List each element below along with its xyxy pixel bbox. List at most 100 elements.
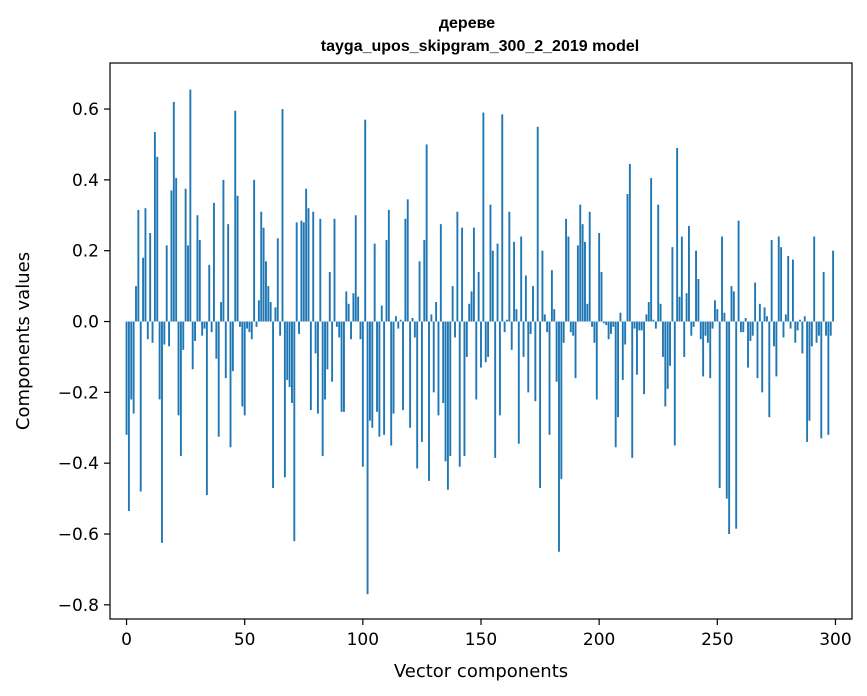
bar xyxy=(416,321,419,469)
bar xyxy=(298,321,300,334)
bar xyxy=(210,321,213,333)
bar xyxy=(371,321,374,428)
x-tick-label: 300 xyxy=(819,630,851,650)
bar xyxy=(529,321,532,334)
bar xyxy=(326,321,329,370)
bar xyxy=(309,321,312,411)
y-tick-label: 0.4 xyxy=(72,171,99,191)
bar xyxy=(683,321,686,357)
bar xyxy=(477,271,480,322)
bar xyxy=(295,222,298,322)
bar xyxy=(763,307,766,322)
bar xyxy=(463,321,466,457)
bar xyxy=(229,321,232,448)
bar xyxy=(645,314,648,322)
bar xyxy=(423,240,426,322)
bar xyxy=(593,321,596,343)
bar xyxy=(612,321,615,327)
bar xyxy=(555,321,558,382)
bar xyxy=(780,247,783,322)
bar xyxy=(265,261,267,322)
bar xyxy=(569,321,572,333)
bar xyxy=(182,321,185,350)
bar xyxy=(560,321,563,480)
bar xyxy=(803,316,806,322)
bar xyxy=(659,303,662,322)
bar xyxy=(728,321,731,534)
bar xyxy=(638,321,641,331)
bar-series xyxy=(125,89,835,595)
bar xyxy=(546,321,549,333)
bar xyxy=(676,147,679,322)
bar xyxy=(624,321,627,345)
bar xyxy=(584,241,586,322)
bar xyxy=(506,319,508,322)
bar xyxy=(390,321,393,446)
bar xyxy=(574,321,577,379)
bar xyxy=(501,114,504,322)
bar xyxy=(633,321,636,329)
bar xyxy=(541,250,544,322)
bar xyxy=(539,321,542,488)
bar xyxy=(184,188,187,322)
bar xyxy=(678,296,681,322)
bar xyxy=(428,321,430,481)
x-tick-label: 100 xyxy=(347,630,379,650)
y-tick-label: −0.2 xyxy=(58,383,99,403)
bar xyxy=(179,321,182,457)
bar xyxy=(236,195,239,322)
bar xyxy=(631,321,634,458)
bar xyxy=(744,317,747,322)
bar xyxy=(716,309,719,322)
bar xyxy=(768,321,771,418)
bar xyxy=(482,112,485,322)
bar xyxy=(756,321,759,379)
bar xyxy=(758,303,761,322)
y-tick-label: −0.4 xyxy=(58,454,99,474)
bar xyxy=(279,321,282,336)
bar xyxy=(321,321,324,457)
y-tick-label: 0.2 xyxy=(72,242,99,262)
bar xyxy=(257,300,260,322)
bar xyxy=(425,144,428,322)
bar xyxy=(810,321,813,347)
bar xyxy=(815,321,818,343)
bar xyxy=(751,321,754,336)
bar xyxy=(394,316,397,322)
bar xyxy=(274,307,277,322)
bar xyxy=(610,321,612,334)
bar xyxy=(801,321,804,354)
bar xyxy=(742,321,745,333)
bar xyxy=(227,224,230,322)
bar xyxy=(685,293,688,322)
bar xyxy=(163,321,166,345)
bar xyxy=(491,250,494,322)
bar xyxy=(515,309,518,322)
bar xyxy=(350,321,352,340)
bar xyxy=(789,321,792,329)
bar xyxy=(579,204,582,322)
bar xyxy=(333,218,336,322)
bar xyxy=(432,321,435,393)
bar xyxy=(302,222,305,322)
bar xyxy=(435,302,438,322)
bar xyxy=(387,209,390,322)
bar xyxy=(671,247,674,322)
bar xyxy=(832,250,835,322)
bar xyxy=(465,321,468,357)
bar xyxy=(364,119,367,322)
bar xyxy=(161,321,163,543)
bar xyxy=(380,305,383,322)
bar xyxy=(536,126,539,322)
bar xyxy=(376,321,378,412)
bar xyxy=(307,208,310,322)
bar xyxy=(241,321,244,407)
bar xyxy=(420,321,423,442)
bar xyxy=(699,321,702,340)
bar xyxy=(550,270,553,322)
bar xyxy=(187,245,189,322)
bar xyxy=(567,236,570,322)
bar xyxy=(565,218,568,322)
x-axis-ticks: 0 50 100 150 200 250 300 xyxy=(121,619,852,650)
